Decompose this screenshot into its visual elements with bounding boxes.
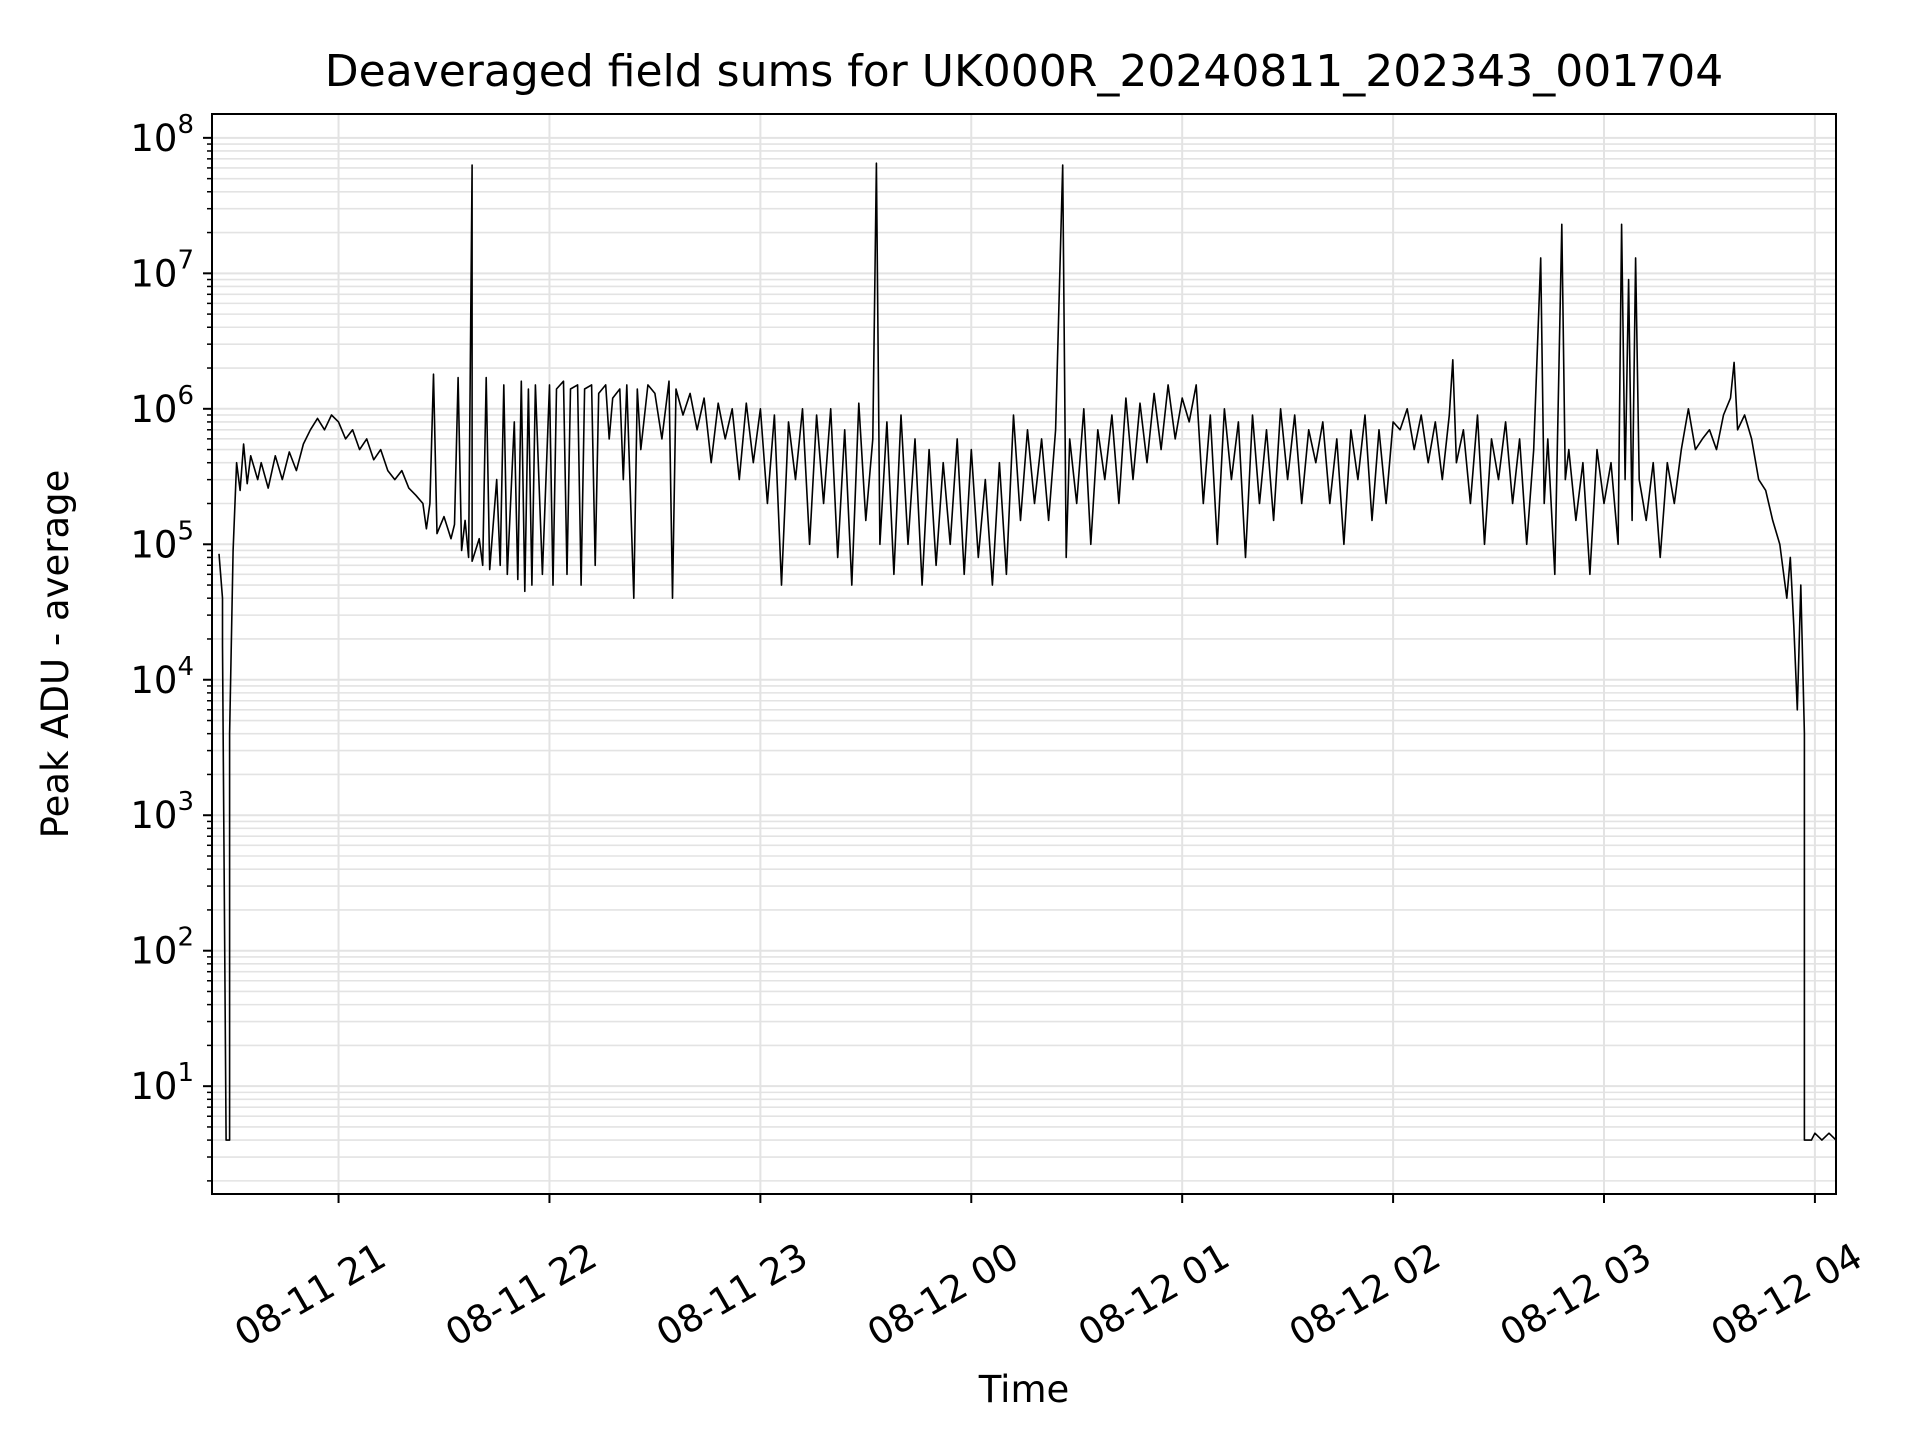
plot-frame — [211, 113, 1837, 1195]
grid — [212, 114, 1836, 1194]
y-tick-label-base: 10 — [130, 930, 177, 973]
y-tick-label-exponent: 1 — [177, 1058, 194, 1088]
y-tick-label-exponent: 2 — [177, 923, 194, 953]
series-layer — [218, 162, 1837, 1141]
y-tick-label: 104 — [130, 652, 194, 702]
y-tick-label-base: 10 — [130, 252, 177, 295]
y-tick-label-base: 10 — [130, 523, 177, 566]
y-tick-label-exponent: 5 — [177, 516, 194, 546]
chart-title: Deaveraged field sums for UK000R_2024081… — [325, 46, 1723, 97]
y-tick-label: 108 — [130, 110, 194, 160]
y-tick-label-exponent: 6 — [177, 381, 194, 411]
y-tick-label-exponent: 7 — [177, 245, 194, 275]
y-tick-label: 103 — [130, 787, 194, 837]
y-tick-label-base: 10 — [130, 1065, 177, 1108]
y-tick-label-exponent: 4 — [177, 652, 194, 682]
y-tick-label-exponent: 3 — [177, 787, 194, 817]
y-tick-label: 106 — [130, 381, 194, 431]
y-tick-label-base: 10 — [130, 117, 177, 160]
y-tick-label: 101 — [130, 1058, 194, 1108]
y-tick-label-base: 10 — [130, 794, 177, 837]
y-tick-label: 105 — [130, 516, 194, 566]
y-tick-label-exponent: 8 — [177, 110, 194, 140]
y-tick-label: 107 — [130, 245, 194, 295]
series-line — [218, 162, 1837, 1141]
y-tick-label-base: 10 — [130, 659, 177, 702]
y-tick-label: 102 — [130, 923, 194, 973]
tick-marks — [203, 136, 1816, 1203]
y-axis-label: Peak ADU - average — [34, 470, 77, 839]
y-tick-label-base: 10 — [130, 388, 177, 431]
x-axis-label: Time — [978, 1368, 1070, 1411]
